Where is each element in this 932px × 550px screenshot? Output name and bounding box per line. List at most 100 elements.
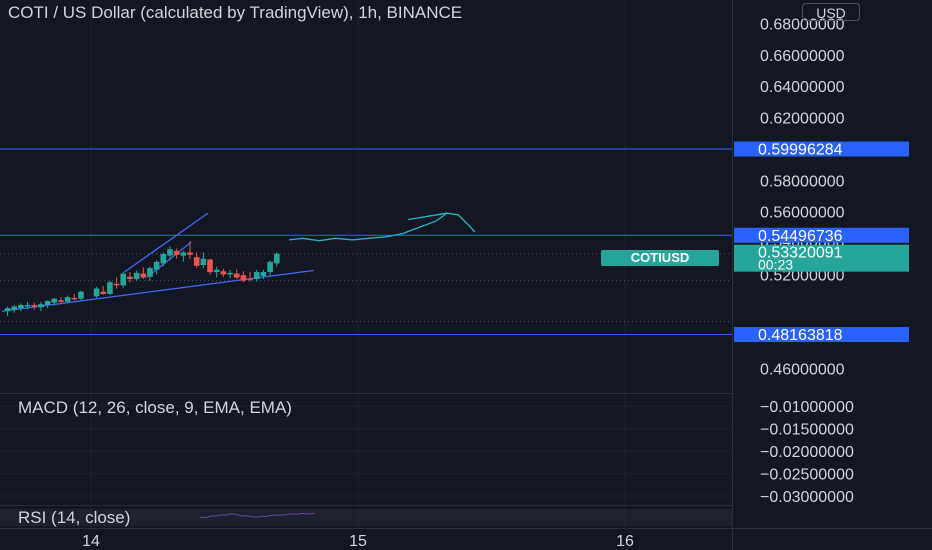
candles — [4, 241, 280, 316]
price-tick-label: 0.56000000 — [760, 205, 845, 222]
candle-body — [71, 297, 78, 300]
level-price-label: 0.54496736 — [758, 228, 843, 245]
candle-body — [227, 272, 233, 275]
macd-tick-label: −0.02000000 — [760, 444, 854, 461]
candle — [64, 295, 71, 304]
macd-tick-label: −0.01000000 — [760, 399, 854, 416]
candle — [11, 304, 18, 313]
projection-path — [407, 212, 448, 221]
candle — [58, 297, 64, 305]
candle — [160, 252, 167, 267]
macd-tick-label: −0.02500000 — [760, 467, 854, 484]
candle — [78, 290, 84, 301]
candle-body — [240, 275, 247, 281]
candle — [173, 248, 180, 259]
candle-body — [38, 304, 44, 308]
trend-line — [124, 212, 209, 273]
currency-button[interactable]: USD — [802, 3, 860, 21]
candle — [4, 306, 11, 316]
chart-title: COTI / US Dollar (calculated by TradingV… — [8, 3, 463, 22]
candle-body — [24, 304, 31, 307]
candle — [180, 250, 187, 262]
candle — [247, 272, 253, 282]
candle — [167, 246, 173, 261]
candle-body — [127, 276, 133, 280]
rsi-panel — [0, 509, 732, 526]
candle — [213, 266, 220, 278]
candle-body — [113, 283, 120, 286]
candle — [93, 286, 100, 298]
candle-body — [187, 252, 193, 255]
candle-body — [11, 306, 18, 310]
current-price-badge — [734, 244, 909, 272]
candle-body — [207, 259, 213, 273]
countdown-label: 00:23 — [758, 257, 793, 273]
macd-axis: −0.01000000 −0.01500000 −0.02000000 −0.0250… — [0, 399, 854, 506]
price-tick-label: 0.58000000 — [760, 173, 845, 190]
macd-tick-label: −0.03000000 — [760, 489, 854, 506]
candle-body — [107, 282, 113, 294]
symbol-tag: COTIUSD — [601, 250, 719, 266]
candle-body — [273, 253, 280, 264]
level-price-badge — [734, 327, 909, 343]
candle — [24, 301, 31, 310]
level-price-label: 0.59996284 — [758, 142, 843, 159]
candle — [233, 269, 240, 280]
candle — [200, 252, 207, 269]
candle — [153, 260, 160, 275]
candle — [253, 269, 260, 282]
macd-tick-label: −0.01500000 — [760, 422, 854, 439]
candle — [240, 271, 247, 283]
candle — [38, 301, 44, 312]
time-tick-label: 15 — [349, 533, 367, 550]
candle-body — [31, 304, 38, 307]
candle — [100, 286, 107, 295]
candle — [220, 268, 227, 277]
candle — [127, 272, 133, 283]
candle-body — [213, 269, 220, 273]
rsi-band — [0, 509, 732, 526]
candle-body — [147, 268, 153, 277]
candle-body — [140, 273, 147, 278]
horizontal-levels — [0, 148, 732, 336]
rsi-title: RSI (14, close) — [18, 508, 131, 527]
candle — [31, 302, 38, 310]
candle-body — [64, 297, 71, 302]
level-price-label: 0.48163818 — [758, 327, 843, 344]
projection-path — [288, 212, 476, 242]
candle-body — [160, 254, 167, 264]
macd-title: MACD (12, 26, close, 9, EMA, EMA) — [18, 398, 292, 417]
candle-body — [93, 288, 100, 297]
candle-body — [247, 278, 253, 280]
candle — [120, 272, 127, 288]
candle — [193, 252, 200, 269]
candle — [273, 252, 280, 267]
candle — [207, 258, 213, 275]
candle-body — [100, 291, 107, 294]
candle-body — [193, 257, 200, 266]
candle — [187, 241, 193, 259]
candle — [267, 260, 273, 276]
candle-body — [120, 273, 127, 286]
candle-body — [78, 291, 84, 299]
level-price-badge — [734, 141, 909, 157]
candle — [18, 303, 24, 312]
candle-body — [153, 261, 160, 270]
candle-body — [51, 298, 58, 303]
candle — [227, 269, 233, 279]
trend-line — [1, 269, 314, 312]
candle-body — [260, 272, 267, 276]
candle — [51, 297, 58, 306]
time-axis: 14 15 16 — [82, 533, 634, 550]
candle-body — [173, 250, 180, 255]
candle — [71, 294, 78, 301]
candle-body — [133, 272, 140, 280]
candle — [107, 280, 113, 295]
candle — [113, 277, 120, 289]
current-price-label: 0.53320091 — [758, 245, 843, 262]
candle — [133, 270, 140, 281]
candle-body — [18, 304, 24, 309]
candle — [44, 300, 51, 309]
candle-body — [4, 308, 11, 312]
